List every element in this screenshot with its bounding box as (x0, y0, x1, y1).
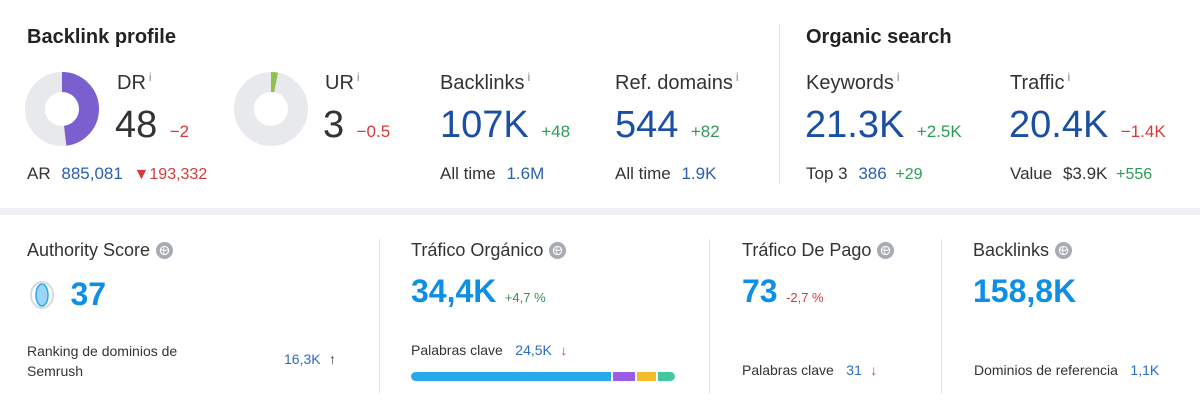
organic-keywords-value[interactable]: 24,5K (515, 342, 552, 358)
globe-icon[interactable] (877, 242, 895, 259)
traffic-label: Traffic i (1010, 70, 1071, 94)
globe-icon[interactable] (549, 242, 567, 259)
paid-keywords-row: Palabras clave 31 ↓ (742, 362, 877, 380)
ar-value[interactable]: 885,081 (61, 164, 123, 183)
organic-traffic-label: Tráfico Orgánico (411, 240, 567, 261)
backlinks-value[interactable]: 107K (440, 104, 529, 146)
ur-delta: −0.5 (356, 122, 391, 141)
dr-label: DR i (117, 70, 152, 94)
divider-3 (941, 239, 942, 394)
paid-traffic-delta: -2,7 % (786, 290, 824, 305)
ur-donut-chart (234, 72, 308, 146)
semrush-panel: Authority Score 37 Ranking de dominios d… (0, 215, 1200, 403)
authority-score-value-row: 37 (27, 276, 106, 313)
organic-traffic-value-row: 34,4K +4,7 % (411, 273, 546, 310)
dr-delta: −2 (169, 122, 190, 141)
arrow-down-icon: ↓ (560, 342, 568, 358)
ar-label: AR (27, 164, 51, 183)
organic-keywords-row: Palabras clave 24,5K ↓ (411, 342, 567, 360)
arrow-down-icon: ↓ (870, 362, 878, 378)
keywords-top3: Top 3 386 +29 (806, 164, 923, 183)
ref-domains-alltime: All time 1.9K (615, 164, 717, 183)
keywords-label: Keywords i (806, 70, 900, 94)
keywords-top3-delta: +29 (895, 166, 923, 183)
ar-delta-down-icon: ▼ (133, 166, 150, 183)
globe-icon[interactable] (1055, 242, 1073, 259)
traffic-money-value: $3.9K (1062, 164, 1108, 183)
ref-domains-label-es: Dominios de referencia (974, 362, 1118, 378)
keywords-info-icon[interactable]: i (896, 70, 900, 84)
keywords-value-row: 21.3K +2.5K (805, 104, 962, 147)
organic-keywords-label: Palabras clave (411, 342, 503, 358)
backlink-profile-title: Backlink profile (27, 26, 176, 48)
traffic-delta: −1.4K (1120, 122, 1166, 141)
ur-label: UR i (325, 70, 360, 94)
dr-info-icon[interactable]: i (148, 70, 152, 84)
backlinks-value-row: 107K +48 (440, 104, 570, 147)
keyword-bar-segment (637, 372, 656, 381)
semrush-backlinks-value-row: 158,8K (973, 273, 1076, 310)
ref-domains-delta: +82 (690, 122, 720, 141)
paid-traffic-label: Tráfico De Pago (742, 240, 895, 261)
keywords-top3-value[interactable]: 386 (858, 164, 887, 183)
ref-domains-value-es[interactable]: 1,1K (1130, 362, 1160, 378)
organic-traffic-delta: +4,7 % (504, 290, 546, 305)
backlinks-info-icon[interactable]: i (527, 70, 531, 84)
traffic-value-row: 20.4K −1.4K (1009, 104, 1166, 147)
semrush-backlinks-label: Backlinks (973, 240, 1073, 261)
paid-traffic-value[interactable]: 73 (742, 273, 778, 309)
keyword-distribution-bar (411, 372, 677, 381)
dr-value: 48 (115, 104, 158, 146)
ar-row: AR 885,081 ▼193,332 (27, 164, 207, 184)
ur-value: 3 (323, 104, 345, 146)
authority-score-sub-label: Ranking de dominios de Semrush (27, 343, 178, 379)
paid-traffic-value-row: 73 -2,7 % (742, 273, 824, 310)
divider-1 (379, 239, 380, 394)
arrow-up-icon: ↑ (329, 351, 337, 367)
semrush-backlinks-value[interactable]: 158,8K (973, 273, 1077, 309)
keywords-delta: +2.5K (916, 122, 962, 141)
ref-domains-info-icon[interactable]: i (735, 70, 739, 84)
dr-donut-chart (25, 72, 99, 146)
traffic-money-delta: +556 (1116, 166, 1153, 183)
authority-score-sub-value-row: 16,3K ↑ (284, 351, 336, 369)
ref-domains-value[interactable]: 544 (615, 104, 679, 146)
keyword-bar-segment (658, 372, 675, 381)
traffic-value[interactable]: 20.4K (1009, 104, 1109, 146)
traffic-value-row-sub: Value $3.9K +556 (1010, 164, 1153, 183)
keyword-bar-segment (613, 372, 635, 381)
paid-keywords-label: Palabras clave (742, 362, 834, 378)
ar-delta: 193,332 (149, 166, 208, 183)
backlinks-alltime: All time 1.6M (440, 164, 545, 183)
globe-icon[interactable] (156, 242, 174, 259)
authority-score-value: 37 (70, 276, 107, 312)
traffic-info-icon[interactable]: i (1067, 70, 1071, 84)
ref-domains-value-row: 544 +82 (615, 104, 720, 147)
authority-score-label: Authority Score (27, 240, 174, 261)
ref-domains-label: Ref. domains i (615, 70, 739, 94)
backlink-profile-panel: Backlink profile DR i 48 −2 UR i 3 −0.5 AR… (0, 0, 1200, 208)
backlinks-alltime-value[interactable]: 1.6M (506, 164, 545, 183)
dr-value-row: 48 −2 (115, 104, 189, 147)
ur-info-icon[interactable]: i (356, 70, 360, 84)
divider-2 (709, 239, 710, 394)
paid-keywords-value[interactable]: 31 (846, 362, 862, 378)
organic-search-title: Organic search (806, 26, 952, 48)
authority-score-gauge-icon (30, 280, 54, 309)
backlinks-delta: +48 (541, 122, 571, 141)
ur-value-row: 3 −0.5 (323, 104, 390, 147)
backlinks-label: Backlinks i (440, 70, 531, 94)
authority-score-sub-value[interactable]: 16,3K (284, 351, 321, 367)
ref-domains-row: Dominios de referencia 1,1K (974, 362, 1159, 380)
ref-domains-alltime-value[interactable]: 1.9K (681, 164, 717, 183)
keywords-value[interactable]: 21.3K (805, 104, 905, 146)
keyword-bar-segment (411, 372, 611, 381)
organic-traffic-value[interactable]: 34,4K (411, 273, 497, 309)
section-divider (779, 24, 780, 184)
